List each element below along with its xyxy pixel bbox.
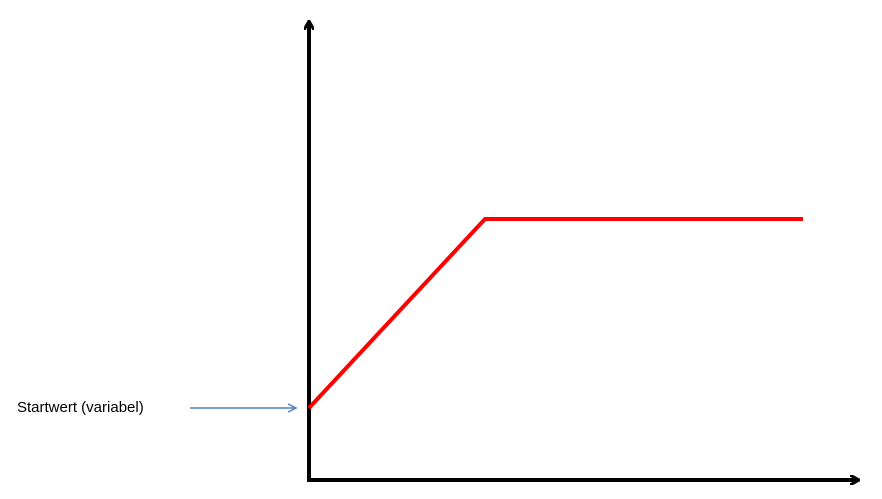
annotation-label: Startwert (variabel) [17,399,144,416]
curve [307,217,803,410]
